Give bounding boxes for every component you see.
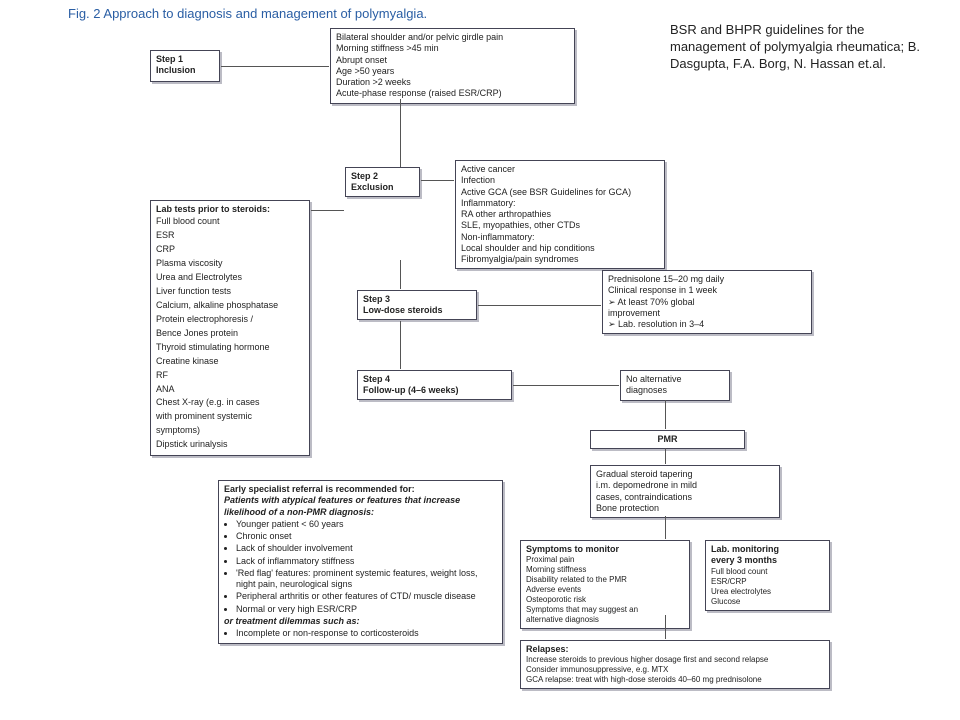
citation-text: BSR and BHPR guidelines for the manageme… [670, 22, 930, 73]
connector [400, 260, 401, 289]
step3-label-box: Step 3 Low-dose steroids [357, 290, 477, 320]
connector [665, 400, 666, 429]
connector [478, 305, 601, 306]
step3-sub: Low-dose steroids [363, 305, 471, 316]
step1-body: Bilateral shoulder and/or pelvic girdle … [330, 28, 575, 104]
step2-label-box: Step 2 Exclusion [345, 167, 420, 197]
step2-body: Active cancer Infection Active GCA (see … [455, 160, 665, 269]
connector [513, 385, 619, 386]
connector [421, 180, 454, 181]
relapses-box: Relapses: Increase steroids to previous … [520, 640, 830, 689]
step3-body: Prednisolone 15–20 mg daily Clinical res… [602, 270, 812, 334]
step4-label: Step 4 [363, 374, 506, 385]
step3-label: Step 3 [363, 294, 471, 305]
pmr-text: PMR [596, 434, 739, 445]
connector [665, 516, 666, 539]
step1-label-box: Step 1 Inclusion [150, 50, 220, 82]
referral-title3: or treatment dilemmas such as: [224, 616, 497, 627]
symptoms-title: Symptoms to monitor [526, 544, 684, 555]
step1-sub: Inclusion [156, 65, 214, 76]
step2-sub: Exclusion [351, 182, 414, 193]
pmr-box: PMR [590, 430, 745, 449]
step4-body-text: No alternative diagnoses [626, 374, 724, 397]
step4-label-box: Step 4 Follow-up (4–6 weeks) [357, 370, 512, 400]
step1-label: Step 1 [156, 54, 214, 65]
step4-body: No alternative diagnoses [620, 370, 730, 401]
referral-bullet: Normal or very high ESR/CRP [236, 604, 497, 615]
labmon-title: Lab. monitoring every 3 months [711, 544, 824, 567]
symptoms-body: Proximal pain Morning stiffness Disabili… [526, 555, 684, 625]
figure-caption: Fig. 2 Approach to diagnosis and managem… [68, 6, 427, 21]
labtests-items: Full blood count ESR CRP Plasma viscosit… [156, 215, 304, 452]
connector [665, 615, 666, 639]
relapses-title: Relapses: [526, 644, 824, 655]
step2-body-text: Active cancer Infection Active GCA (see … [461, 164, 659, 265]
step3-body-text: Prednisolone 15–20 mg daily Clinical res… [608, 274, 806, 330]
relapses-body: Increase steroids to previous higher dos… [526, 655, 824, 685]
labmon-box: Lab. monitoring every 3 months Full bloo… [705, 540, 830, 611]
referral-bullet: Incomplete or non-response to corticoste… [236, 628, 497, 639]
referral-bullet: Peripheral arthritis or other features o… [236, 591, 497, 602]
tapering-box: Gradual steroid tapering i.m. depomedron… [590, 465, 780, 518]
referral-bullets2: Incomplete or non-response to corticoste… [236, 628, 497, 639]
tapering-text: Gradual steroid tapering i.m. depomedron… [596, 469, 774, 514]
connector [665, 448, 666, 464]
referral-bullet: Lack of inflammatory stiffness [236, 556, 497, 567]
referral-title1: Early specialist referral is recommended… [224, 484, 497, 495]
referral-box: Early specialist referral is recommended… [218, 480, 503, 644]
connector [400, 99, 401, 167]
connector [221, 66, 329, 67]
referral-bullet: Younger patient < 60 years [236, 519, 497, 530]
labtests-box: Lab tests prior to steroids: Full blood … [150, 200, 310, 456]
referral-bullets: Younger patient < 60 yearsChronic onsetL… [236, 519, 497, 615]
labmon-body: Full blood count ESR/CRP Urea electrolyt… [711, 567, 824, 607]
referral-bullet: 'Red flag' features: prominent systemic … [236, 568, 497, 591]
step2-label: Step 2 [351, 171, 414, 182]
step1-body-text: Bilateral shoulder and/or pelvic girdle … [336, 32, 569, 100]
connector [400, 321, 401, 369]
connector [311, 210, 344, 211]
labtests-title: Lab tests prior to steroids: [156, 204, 304, 215]
step4-sub: Follow-up (4–6 weeks) [363, 385, 506, 396]
referral-bullet: Lack of shoulder involvement [236, 543, 497, 554]
referral-bullet: Chronic onset [236, 531, 497, 542]
referral-title2: Patients with atypical features or featu… [224, 495, 497, 518]
